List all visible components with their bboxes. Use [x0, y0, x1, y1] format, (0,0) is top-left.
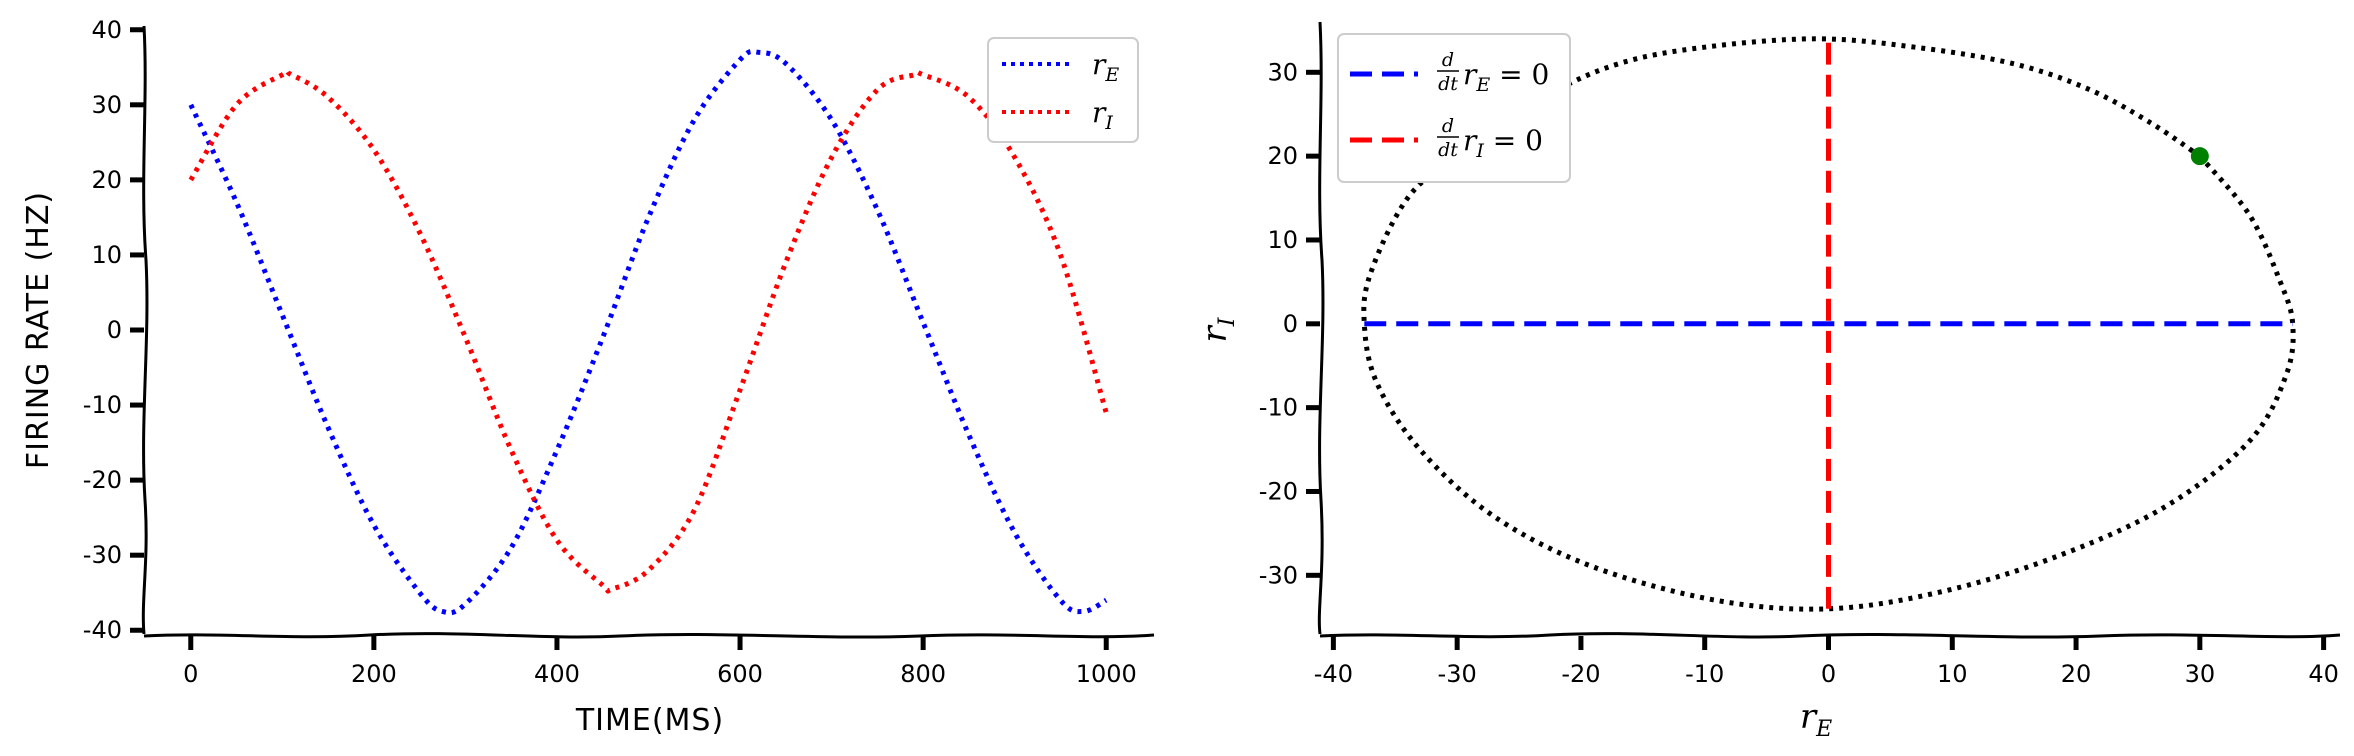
left-panel-y-tick-label: 20	[91, 166, 122, 194]
left-panel-x-tick-label: 0	[183, 660, 198, 688]
right-panel-x-tick-label: -40	[1314, 660, 1353, 688]
left-panel-x-axis	[143, 632, 1155, 639]
left-panel-x-tick-label: 200	[351, 660, 397, 688]
left-panel-legend-label-re: rE	[1092, 48, 1119, 86]
right-panel-y-tick-label: 0	[1283, 310, 1298, 338]
left-panel-legend: rE rI	[987, 37, 1139, 143]
left-panel-y-tick-label: 10	[91, 241, 122, 269]
right-panel-legend-num-ri: d	[1442, 115, 1454, 137]
left-panel-y-tick-label: -20	[83, 466, 122, 494]
right-panel-legend-label-ri: rI = 0	[1463, 124, 1543, 162]
right-panel-y-tick-label: -20	[1259, 477, 1298, 505]
right-panel-y-axis	[1317, 21, 1325, 635]
right-panel-x-tick-label: 30	[2185, 660, 2216, 688]
right-panel-x-tick-label: 0	[1821, 660, 1836, 688]
right-panel-series	[1361, 36, 2296, 612]
left-panel-y-tick-label: 0	[107, 316, 122, 344]
left-panel-y-tick-label: 30	[91, 91, 122, 119]
right-panel-legend-den-ri: dt	[1438, 139, 1458, 161]
left-panel-y-tick-label: -40	[83, 616, 122, 644]
right-panel-x-tick-label: -20	[1561, 660, 1600, 688]
right-panel-legend-label-re: rE = 0	[1463, 58, 1549, 96]
left-panel-y-axis	[141, 25, 149, 635]
right-panel-x-tick-label: -30	[1438, 660, 1477, 688]
left-panel-y-tick-label: 40	[91, 16, 122, 44]
left-panel-x-ticks: 0 200 400 600 800 1000	[183, 636, 1137, 688]
left-panel-x-tick-label: 1000	[1076, 660, 1137, 688]
left-panel-series-re	[188, 48, 1108, 616]
right-panel-legend-box	[1337, 33, 1571, 183]
left-panel-x-tick-label: 400	[534, 660, 580, 688]
left-panel-y-ticks: -40 -30 -20 -10 0 10 20 30 40	[83, 16, 144, 644]
left-panel-series-ri	[188, 69, 1109, 594]
right-panel-y-tick-label: -10	[1259, 394, 1298, 422]
right-panel-y-ticks: -30 -20 -10 0 10 20 30	[1259, 58, 1320, 589]
left-panel-legend-box	[987, 37, 1139, 143]
right-panel-y-tick-label: -30	[1259, 561, 1298, 589]
right-panel-x-tick-label: 40	[2308, 660, 2339, 688]
right-panel-start-marker	[2190, 147, 2209, 166]
left-panel-legend-label-ri: rI	[1092, 96, 1113, 134]
right-panel-y-tick-label: 10	[1267, 226, 1298, 254]
right-panel-y-tick-label: 30	[1267, 58, 1298, 86]
left-panel-y-tick-label: -10	[83, 391, 122, 419]
left-panel-x-tick-label: 800	[900, 660, 946, 688]
phase-plane-panel: -30 -20 -10 0 10 20 30 -40 -30 -20 -10 0 10 20 30 40 r…	[1195, 21, 2341, 742]
left-panel-series	[188, 48, 1109, 616]
right-panel-x-ticks: -40 -30 -20 -10 0 10 20 30 40	[1314, 636, 2339, 688]
right-panel-x-axis	[1319, 632, 2341, 639]
left-panel-y-axis-title: FIRING RATE (HZ)	[21, 191, 56, 469]
left-panel-y-tick-label: -30	[83, 541, 122, 569]
right-panel-x-tick-label: -10	[1685, 660, 1724, 688]
right-panel-x-axis-title: rE	[1800, 697, 1832, 742]
right-panel-y-axis-title: rI	[1195, 316, 1240, 342]
left-panel-x-axis-title: TIME(MS)	[575, 703, 724, 738]
left-panel-x-tick-label: 600	[717, 660, 763, 688]
right-panel-legend-den-re: dt	[1438, 73, 1458, 95]
right-panel-x-tick-label: 10	[1937, 660, 1968, 688]
right-panel-legend-num-re: d	[1442, 49, 1454, 71]
right-panel-series-trajectory	[1361, 36, 2296, 612]
right-panel-x-tick-label: 20	[2061, 660, 2092, 688]
right-panel-y-tick-label: 20	[1267, 142, 1298, 170]
right-panel-legend: d dt rE = 0 d dt rI = 0	[1337, 33, 1571, 183]
